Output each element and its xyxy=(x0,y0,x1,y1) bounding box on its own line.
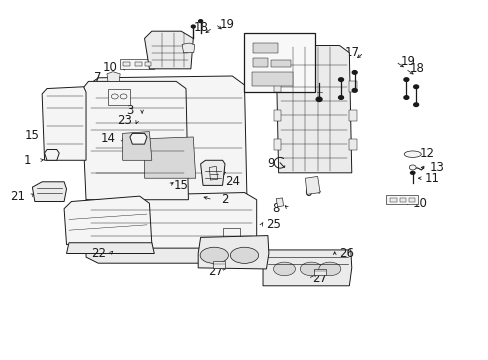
Ellipse shape xyxy=(200,247,228,264)
Polygon shape xyxy=(42,87,86,160)
Polygon shape xyxy=(200,160,224,185)
Bar xyxy=(273,110,281,121)
Text: 15: 15 xyxy=(25,129,40,142)
Text: 21: 21 xyxy=(10,190,25,203)
Circle shape xyxy=(403,78,408,81)
Circle shape xyxy=(198,20,202,23)
Bar xyxy=(144,62,151,66)
Bar xyxy=(271,60,290,67)
Polygon shape xyxy=(276,198,283,207)
Text: 15: 15 xyxy=(173,179,188,192)
Polygon shape xyxy=(107,72,120,81)
Polygon shape xyxy=(182,43,194,53)
Bar xyxy=(251,72,293,86)
Polygon shape xyxy=(83,193,256,250)
Polygon shape xyxy=(44,149,59,160)
Text: 5: 5 xyxy=(167,39,175,52)
Text: 18: 18 xyxy=(193,21,207,34)
Polygon shape xyxy=(32,182,66,202)
Polygon shape xyxy=(263,250,351,286)
Text: 10: 10 xyxy=(412,197,427,210)
Bar xyxy=(123,62,130,66)
Text: 19: 19 xyxy=(400,55,414,68)
Circle shape xyxy=(191,25,195,28)
Polygon shape xyxy=(64,196,152,244)
Bar xyxy=(348,81,356,92)
Circle shape xyxy=(413,85,418,89)
Ellipse shape xyxy=(273,262,295,276)
Text: 2: 2 xyxy=(221,193,228,206)
Polygon shape xyxy=(385,195,417,204)
Bar xyxy=(135,62,142,66)
Circle shape xyxy=(408,165,415,170)
Polygon shape xyxy=(49,89,86,158)
Polygon shape xyxy=(144,31,193,69)
Text: 27: 27 xyxy=(207,265,223,278)
Polygon shape xyxy=(130,134,147,144)
Bar xyxy=(348,110,356,121)
Circle shape xyxy=(338,96,343,99)
Ellipse shape xyxy=(318,262,340,276)
Polygon shape xyxy=(81,81,188,200)
Text: 1: 1 xyxy=(24,154,31,167)
Text: 4: 4 xyxy=(218,165,226,177)
Text: 7: 7 xyxy=(94,71,102,84)
Text: 22: 22 xyxy=(91,247,105,260)
Bar xyxy=(314,269,326,275)
Polygon shape xyxy=(86,248,256,263)
Ellipse shape xyxy=(300,262,322,276)
Ellipse shape xyxy=(230,247,258,264)
Bar xyxy=(389,198,396,202)
Polygon shape xyxy=(198,235,268,269)
Text: 27: 27 xyxy=(312,272,327,285)
Bar xyxy=(273,81,281,92)
Polygon shape xyxy=(276,45,351,173)
Ellipse shape xyxy=(404,151,420,157)
Text: 23: 23 xyxy=(117,114,132,127)
Circle shape xyxy=(409,171,415,175)
Text: 26: 26 xyxy=(339,247,354,260)
Polygon shape xyxy=(144,137,195,178)
Text: 10: 10 xyxy=(103,60,118,73)
Bar xyxy=(399,198,406,202)
Bar xyxy=(244,33,315,92)
Text: 13: 13 xyxy=(429,161,444,174)
Circle shape xyxy=(351,71,356,74)
Text: 18: 18 xyxy=(409,62,424,75)
Text: 25: 25 xyxy=(266,218,281,231)
Text: 14: 14 xyxy=(100,132,115,145)
Polygon shape xyxy=(122,132,152,160)
Polygon shape xyxy=(305,176,320,194)
Text: 24: 24 xyxy=(224,175,239,188)
Polygon shape xyxy=(86,76,246,198)
Text: 12: 12 xyxy=(419,147,434,159)
Text: 3: 3 xyxy=(126,104,133,117)
Bar xyxy=(348,139,356,149)
Circle shape xyxy=(351,89,356,92)
Polygon shape xyxy=(209,166,217,180)
Circle shape xyxy=(316,97,322,102)
Text: 17: 17 xyxy=(344,46,359,59)
Text: 8: 8 xyxy=(272,202,279,215)
Polygon shape xyxy=(66,243,154,253)
Bar xyxy=(253,42,277,53)
Text: 11: 11 xyxy=(424,172,439,185)
Bar xyxy=(253,58,267,67)
Text: 20: 20 xyxy=(307,71,322,84)
Text: 6: 6 xyxy=(304,186,311,199)
Text: 16: 16 xyxy=(329,53,344,66)
Circle shape xyxy=(413,103,418,107)
Bar xyxy=(408,198,414,202)
Polygon shape xyxy=(108,89,130,105)
Text: 9: 9 xyxy=(267,157,275,170)
Bar xyxy=(273,139,281,149)
Text: 19: 19 xyxy=(220,18,234,31)
Bar xyxy=(213,261,225,268)
Circle shape xyxy=(403,96,408,99)
Polygon shape xyxy=(120,59,154,69)
Circle shape xyxy=(338,78,343,81)
